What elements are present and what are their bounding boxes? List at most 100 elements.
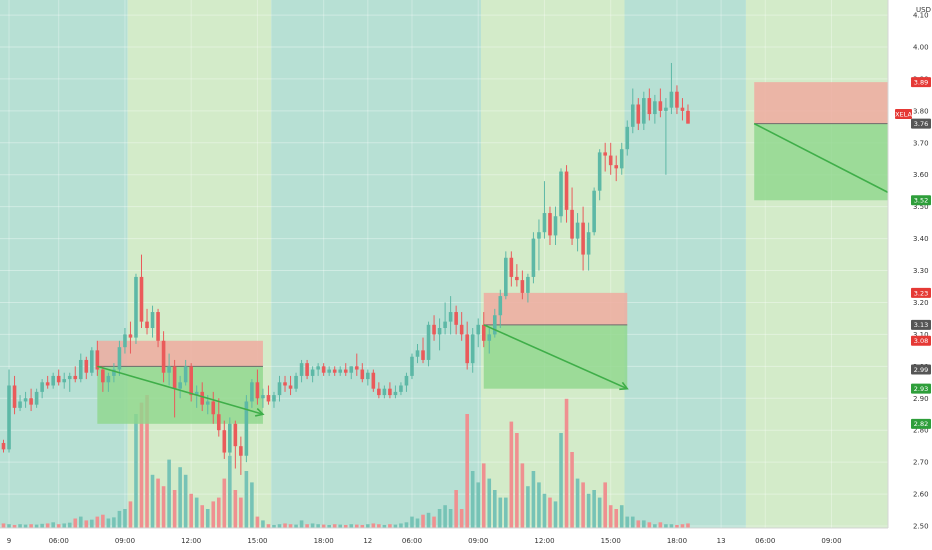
candle-body: [277, 382, 282, 396]
price-badge-label: 2.82: [914, 420, 928, 428]
candle: [29, 388, 33, 412]
price-badge-stop: 3.08: [911, 335, 931, 346]
volume-bar: [95, 516, 100, 528]
arrow-shaft: [97, 365, 264, 416]
volume-bar: [642, 520, 646, 528]
candle: [382, 385, 387, 399]
price-badge-label: 3.76: [914, 120, 928, 128]
candle: [564, 165, 569, 223]
volume-bar: [167, 459, 171, 528]
candle-body: [343, 369, 348, 373]
price-tick-label: 2.70: [913, 459, 929, 467]
candle: [156, 308, 160, 348]
candle-body: [647, 98, 652, 115]
volume-bar: [459, 509, 464, 528]
price-badge-bg: [911, 418, 931, 429]
candle-body: [664, 107, 668, 111]
volume-bar: [597, 497, 602, 528]
candle: [581, 206, 585, 271]
stop-loss-zone[interactable]: [97, 340, 263, 367]
candle-body: [183, 366, 188, 383]
volume-bar: [366, 524, 370, 528]
candle-body: [559, 171, 563, 217]
candle: [399, 382, 403, 396]
trend-arrow: [483, 324, 629, 391]
price-badge-bg: [911, 195, 931, 206]
price-tick-label: 4.10: [913, 12, 929, 20]
volume-bar: [443, 505, 447, 528]
candle: [161, 331, 166, 383]
volume-bar: [548, 497, 552, 528]
volume-bar: [647, 522, 652, 528]
candle-body: [338, 369, 343, 373]
candle-body: [244, 401, 249, 456]
candle: [487, 328, 492, 354]
candle: [476, 318, 481, 348]
stop-loss-zone[interactable]: [483, 292, 628, 325]
candle-body: [84, 359, 89, 373]
candle-body: [150, 312, 155, 329]
candle: [211, 391, 216, 424]
candle-body: [360, 369, 365, 380]
candle: [305, 359, 309, 380]
candle: [559, 168, 563, 223]
candle: [261, 388, 265, 408]
volume-bar: [205, 509, 210, 528]
candle: [128, 321, 133, 354]
price-axis[interactable]: USD 2.502.602.702.802.903.003.103.203.30…: [913, 6, 931, 531]
candle-body: [597, 152, 602, 191]
candle-body: [145, 321, 149, 329]
volume-bar: [67, 522, 72, 528]
volume-bar: [84, 520, 89, 528]
volume-bar: [156, 478, 160, 528]
price-tick-label: 3.20: [913, 299, 929, 307]
volume-bar: [277, 524, 282, 528]
stop-loss-zone[interactable]: [754, 82, 904, 124]
candle: [459, 312, 464, 341]
candle: [338, 366, 343, 376]
volume-bar: [349, 524, 354, 528]
candle: [658, 88, 663, 118]
volume-bar: [51, 522, 55, 528]
candle-body: [686, 110, 690, 124]
volume-bar: [625, 516, 630, 528]
time-tick-label: 18:00: [667, 537, 687, 545]
price-tick-label: 3.60: [913, 171, 929, 179]
candle-body: [101, 369, 105, 383]
candle: [553, 206, 558, 245]
candle: [123, 328, 127, 354]
candle-body: [410, 356, 414, 376]
candle-body: [371, 372, 376, 389]
price-badge-label: 3.52: [914, 197, 928, 205]
price-badge-label: 2.99: [914, 366, 928, 374]
candle: [117, 340, 122, 376]
price-tick-label: 4.00: [913, 44, 929, 52]
volume-bar: [56, 524, 61, 528]
candle-body: [630, 104, 635, 127]
candle: [675, 85, 679, 115]
candle-body: [78, 359, 83, 380]
time-axis[interactable]: 9 06:00 09:00 12:00 15:00 18:00 12 06:00 09:00 12…: [7, 537, 842, 545]
volume-bar: [112, 517, 116, 528]
candle-body: [178, 382, 182, 389]
candle: [526, 273, 530, 303]
currency-label: USD: [916, 6, 931, 14]
candle-body: [239, 446, 243, 456]
candle: [570, 187, 574, 245]
volume-bar: [526, 486, 530, 528]
candle: [327, 366, 331, 376]
candle: [548, 206, 552, 245]
trend-arrows: [97, 122, 905, 417]
volume-bar: [377, 524, 381, 528]
candle: [84, 356, 89, 380]
candle: [625, 120, 630, 156]
candle-body: [51, 375, 55, 386]
candle-body: [354, 366, 359, 370]
volume-bar: [559, 433, 563, 528]
candle-body: [123, 334, 127, 348]
candle-body: [194, 391, 199, 396]
candle-body: [299, 363, 304, 376]
volume-bar: [189, 493, 193, 528]
candle: [653, 94, 657, 124]
